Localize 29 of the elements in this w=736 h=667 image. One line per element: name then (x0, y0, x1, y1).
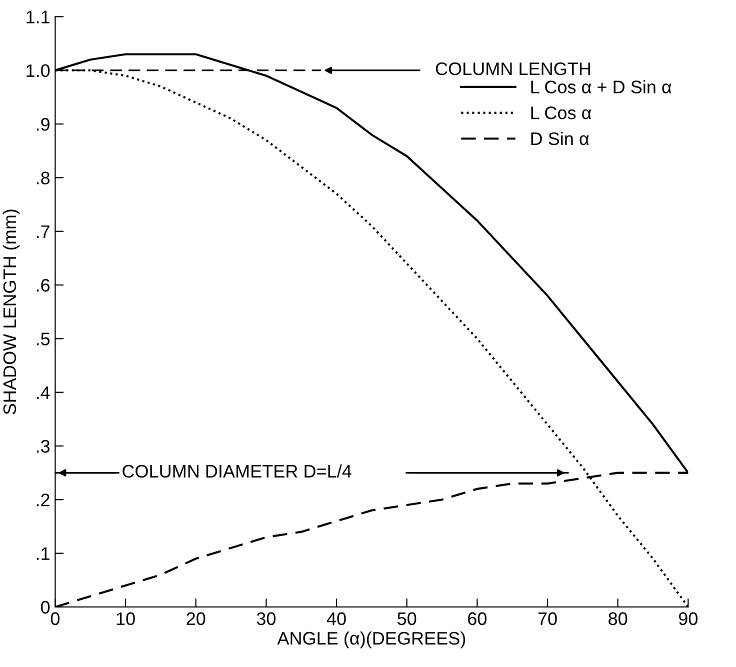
x-tick-label: 50 (398, 612, 416, 626)
y-tick-label: .5 (36, 332, 50, 346)
x-tick-label: 0 (50, 612, 60, 626)
y-tick-label: .6 (36, 278, 50, 292)
x-axis-title: ANGLE (α)(DEGREES) (277, 631, 466, 648)
x-tick-label: 10 (116, 612, 135, 626)
legend-label: D Sin α (531, 132, 589, 146)
legend-label: L Cos α + D Sin α (531, 80, 672, 94)
x-tick-label: 70 (538, 612, 557, 626)
legend-label: L Cos α (531, 106, 592, 120)
ref-line-label: COLUMN DIAMETER D=L/4 (122, 464, 352, 478)
ref-line-label: COLUMN LENGTH (436, 62, 590, 76)
y-tick-label: .8 (36, 172, 50, 184)
y-axis-title: SHADOW LENGTH (mm) (2, 210, 20, 414)
y-tick-label: 1.0 (26, 64, 50, 78)
y-tick-label: .7 (36, 225, 50, 238)
x-tick-label: 90 (678, 612, 698, 626)
y-tick-label: .2 (36, 494, 50, 506)
x-tick-label: 40 (326, 612, 346, 626)
x-tick-label: 20 (186, 612, 206, 626)
y-tick-label: .1 (36, 547, 50, 560)
y-tick-label: .3 (36, 440, 50, 453)
x-tick-label: 80 (608, 612, 628, 626)
y-tick-label: .9 (36, 118, 50, 131)
y-tick-label: .4 (36, 386, 50, 399)
x-tick-label: 60 (468, 612, 487, 626)
y-tick-label: 1.1 (26, 10, 50, 24)
y-tick-label: 0 (41, 600, 50, 614)
x-tick-label: 30 (256, 612, 276, 626)
